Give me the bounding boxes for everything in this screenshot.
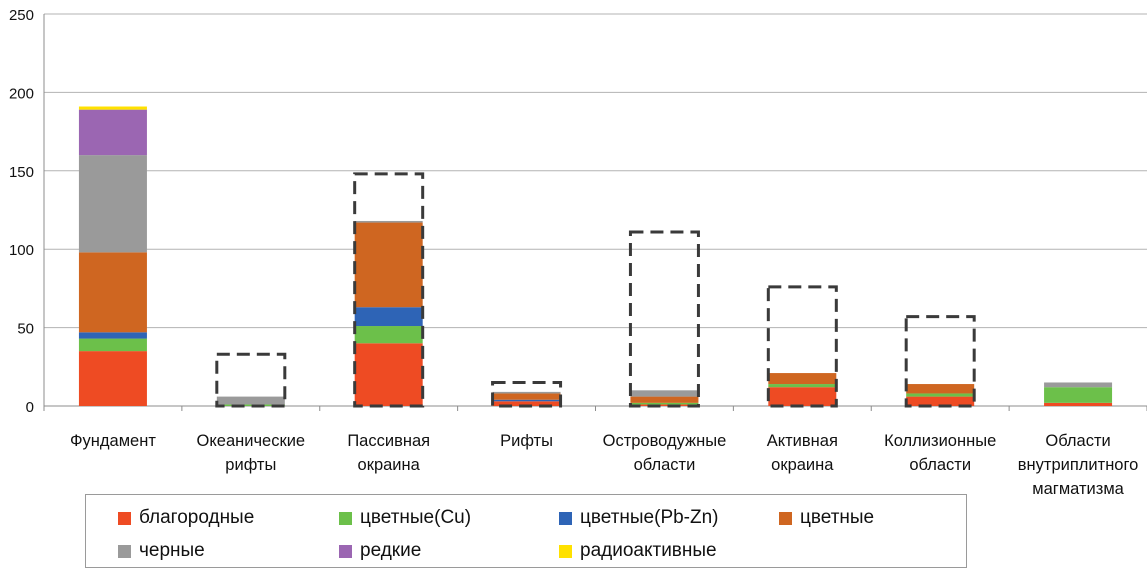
legend-swatch	[339, 511, 352, 525]
bar-segment	[354, 222, 423, 308]
bar-segment	[78, 332, 147, 339]
stacked-bar-chart: 0 50 100 150 200 250 Фундамент Океанические рифт…	[9, 7, 1147, 495]
bar-segment	[492, 391, 561, 394]
legend-item-redkie: редкие	[339, 540, 421, 562]
legend-swatch	[118, 511, 131, 525]
bar-segment	[768, 384, 837, 388]
x-category-label: Фундамент	[70, 432, 156, 450]
legend-item-cvetnye-cu: цветные(Cu)	[339, 507, 471, 529]
bar-segment	[906, 393, 975, 397]
dashed-outline	[353, 172, 425, 408]
bar-segment	[630, 390, 699, 397]
bar-segment	[78, 252, 147, 333]
x-category-label: внутриплитного	[1018, 456, 1139, 474]
legend-item-chernye: черные	[118, 540, 205, 562]
bar-segment	[78, 109, 147, 156]
legend-label: благородные	[139, 507, 255, 528]
x-category-label: окраина	[771, 456, 834, 474]
bar-segment	[630, 404, 699, 406]
bar-segment	[216, 404, 285, 406]
bar-segment	[216, 396, 285, 405]
x-category-label: магматизма	[1032, 480, 1124, 495]
legend-item-cvetnye: цветные	[779, 507, 874, 529]
x-category-label: Активная	[767, 432, 838, 450]
x-category-label: Области	[1045, 432, 1110, 450]
x-category-label: Океанические	[197, 432, 306, 450]
legend-item-blagorodnye: благородные	[118, 507, 254, 529]
dashed-outline	[628, 230, 700, 408]
legend-label: цветные(Cu)	[360, 507, 472, 528]
x-category-label: области	[634, 456, 696, 474]
y-tick-label: 200	[9, 85, 34, 102]
legend: благородные цветные(Cu) цветные(Pb-Zn) ц…	[85, 494, 967, 568]
bar-segment	[630, 402, 699, 405]
bar-segment	[768, 387, 837, 406]
legend-swatch	[118, 544, 131, 558]
bar-segment	[492, 393, 561, 400]
bar-segment	[492, 399, 561, 402]
legend-label: цветные	[800, 507, 875, 528]
y-tick-label: 250	[9, 7, 34, 24]
legend-label: черные	[139, 540, 205, 561]
x-category-label: Островодужные	[603, 432, 727, 450]
legend-label: радиоактивные	[580, 540, 717, 561]
y-tick-label: 0	[26, 399, 34, 416]
bar-segment	[906, 396, 975, 406]
y-tick-label: 150	[9, 164, 34, 181]
bar-segment	[354, 220, 423, 223]
legend-item-radioaktivnye: радиоактивные	[559, 540, 717, 562]
legend-item-cvetnye-pb-zn: цветные(Pb-Zn)	[559, 507, 719, 529]
legend-label: цветные(Pb-Zn)	[580, 507, 719, 528]
x-category-label: Пассивная	[347, 432, 430, 450]
x-category-label: области	[909, 456, 971, 474]
dashed-outline	[766, 285, 838, 408]
bar-segment	[354, 307, 423, 327]
x-category-label: Коллизионные	[884, 432, 996, 450]
bar-segment	[354, 326, 423, 344]
bar-segment	[768, 373, 837, 385]
bar-segment	[354, 343, 423, 406]
legend-swatch	[779, 511, 792, 525]
legend-swatch	[559, 544, 572, 558]
dashed-outline	[491, 380, 563, 408]
bar-segment	[630, 396, 699, 403]
legend-swatch	[339, 544, 352, 558]
dashed-outline	[904, 315, 976, 408]
bar-segment	[1044, 402, 1113, 406]
x-category-label: окраина	[358, 456, 421, 474]
y-tick-label: 50	[17, 321, 34, 338]
bar-segment	[78, 155, 147, 253]
bar-segment	[78, 338, 147, 352]
bar-segment	[78, 106, 147, 110]
bar-segment	[1044, 387, 1113, 403]
legend-swatch	[559, 511, 572, 525]
bar-segment	[492, 401, 561, 406]
bar-segment	[906, 384, 975, 394]
y-tick-label: 100	[9, 242, 34, 259]
x-category-label: рифты	[225, 456, 276, 474]
bar-segment	[1044, 382, 1113, 388]
legend-label: редкие	[360, 540, 422, 561]
x-category-label: Рифты	[500, 432, 553, 450]
bar-segment	[78, 351, 147, 406]
